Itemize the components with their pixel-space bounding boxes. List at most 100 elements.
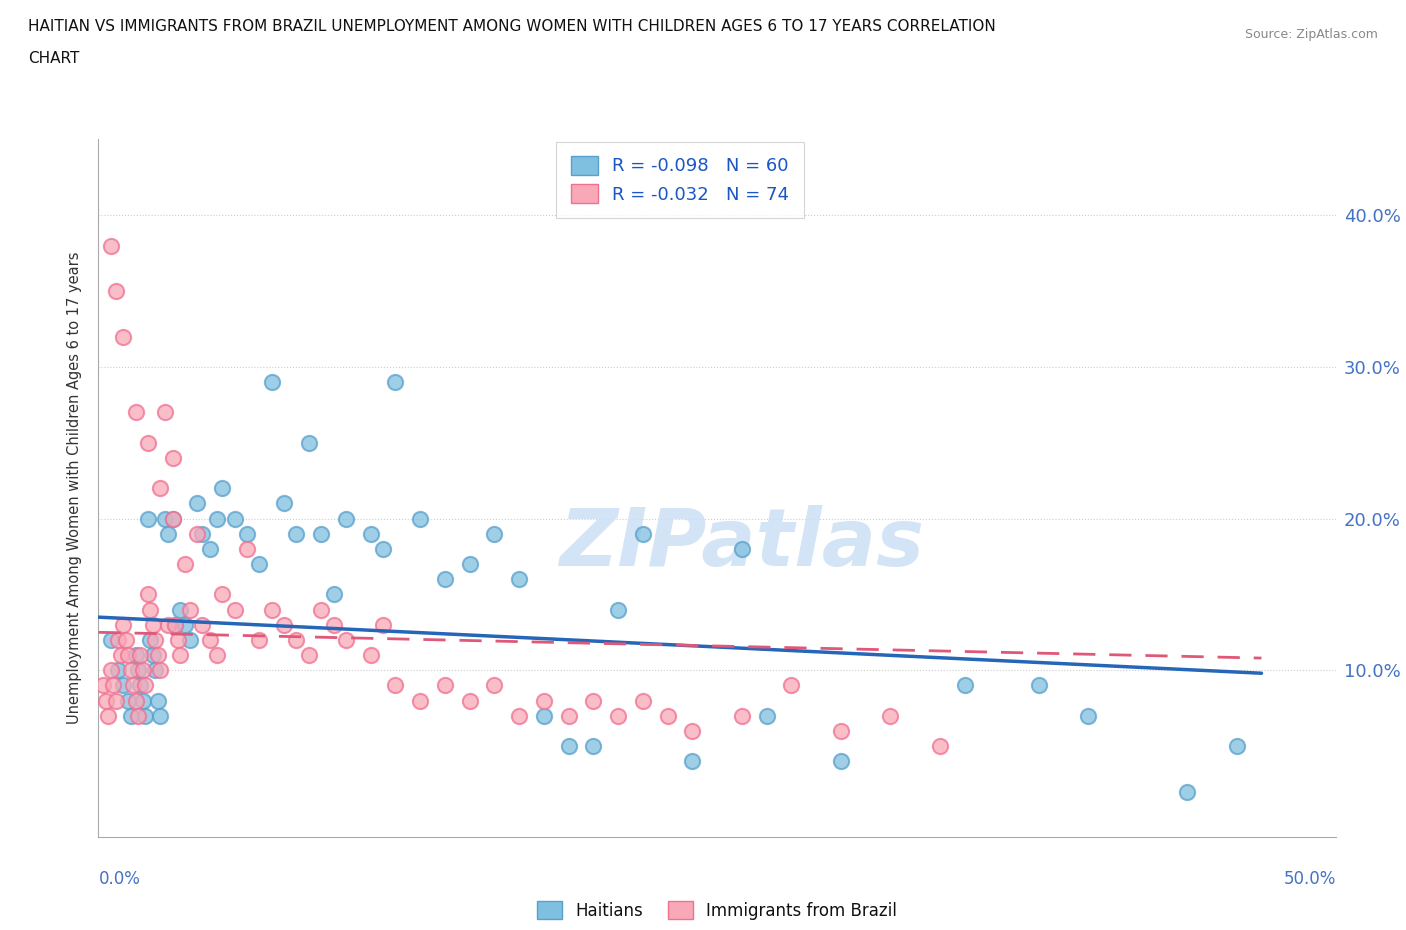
Point xyxy=(117,647,139,662)
Point xyxy=(533,709,555,724)
Text: ZIPatlas: ZIPatlas xyxy=(560,505,924,583)
Point xyxy=(120,709,142,724)
Point xyxy=(169,602,191,617)
Point xyxy=(191,526,214,541)
Point xyxy=(114,632,136,647)
Point xyxy=(127,663,149,678)
Point xyxy=(155,405,177,419)
Point xyxy=(322,587,344,602)
Text: 50.0%: 50.0% xyxy=(1284,870,1336,887)
Point xyxy=(236,526,259,541)
Point xyxy=(335,632,357,647)
Point xyxy=(508,572,530,587)
Legend: Haitians, Immigrants from Brazil: Haitians, Immigrants from Brazil xyxy=(530,895,904,926)
Point xyxy=(247,557,270,572)
Point xyxy=(174,618,197,632)
Point xyxy=(186,496,208,511)
Point xyxy=(236,541,259,556)
Point xyxy=(371,618,394,632)
Point xyxy=(179,602,201,617)
Point xyxy=(211,587,233,602)
Point xyxy=(224,602,246,617)
Point xyxy=(607,709,630,724)
Point xyxy=(384,678,406,693)
Point xyxy=(122,678,145,693)
Point xyxy=(322,618,344,632)
Point xyxy=(146,693,169,708)
Point xyxy=(657,709,679,724)
Point xyxy=(631,693,654,708)
Point xyxy=(146,647,169,662)
Point xyxy=(93,678,115,693)
Point xyxy=(681,724,703,738)
Point xyxy=(755,709,778,724)
Point xyxy=(136,512,159,526)
Point xyxy=(1175,784,1198,799)
Point xyxy=(260,375,283,390)
Point xyxy=(224,512,246,526)
Point xyxy=(179,632,201,647)
Point xyxy=(97,709,120,724)
Point xyxy=(174,557,197,572)
Point xyxy=(142,647,165,662)
Point xyxy=(110,647,132,662)
Point xyxy=(298,647,321,662)
Point xyxy=(830,724,852,738)
Text: Source: ZipAtlas.com: Source: ZipAtlas.com xyxy=(1244,28,1378,41)
Point xyxy=(124,647,146,662)
Point xyxy=(205,647,228,662)
Point xyxy=(1028,678,1050,693)
Point xyxy=(100,238,122,253)
Point xyxy=(928,738,950,753)
Point xyxy=(94,693,117,708)
Point xyxy=(205,512,228,526)
Point xyxy=(360,647,382,662)
Point xyxy=(557,709,579,724)
Point xyxy=(335,512,357,526)
Point xyxy=(165,618,187,632)
Text: CHART: CHART xyxy=(28,51,80,66)
Point xyxy=(211,481,233,496)
Point xyxy=(120,663,142,678)
Point xyxy=(360,526,382,541)
Point xyxy=(191,618,214,632)
Point xyxy=(582,693,605,708)
Point xyxy=(508,709,530,724)
Point xyxy=(371,541,394,556)
Point xyxy=(124,693,146,708)
Point xyxy=(124,405,146,419)
Point xyxy=(134,678,156,693)
Point xyxy=(132,693,155,708)
Point xyxy=(100,663,122,678)
Point xyxy=(112,329,135,344)
Y-axis label: Unemployment Among Women with Children Ages 6 to 17 years: Unemployment Among Women with Children A… xyxy=(67,252,83,724)
Text: 0.0%: 0.0% xyxy=(98,870,141,887)
Point xyxy=(136,587,159,602)
Point xyxy=(484,678,506,693)
Point xyxy=(143,663,166,678)
Point xyxy=(285,526,308,541)
Point xyxy=(384,375,406,390)
Point xyxy=(285,632,308,647)
Point xyxy=(433,678,456,693)
Point xyxy=(780,678,803,693)
Point xyxy=(953,678,976,693)
Point xyxy=(165,618,187,632)
Point xyxy=(186,526,208,541)
Point xyxy=(103,678,125,693)
Point xyxy=(830,753,852,768)
Point xyxy=(273,496,295,511)
Point xyxy=(484,526,506,541)
Point xyxy=(134,709,156,724)
Point xyxy=(155,512,177,526)
Point xyxy=(139,632,162,647)
Point xyxy=(557,738,579,753)
Point xyxy=(433,572,456,587)
Point xyxy=(309,602,332,617)
Point xyxy=(533,693,555,708)
Point xyxy=(582,738,605,753)
Point xyxy=(149,663,172,678)
Point xyxy=(1226,738,1249,753)
Point xyxy=(104,693,127,708)
Point xyxy=(112,678,135,693)
